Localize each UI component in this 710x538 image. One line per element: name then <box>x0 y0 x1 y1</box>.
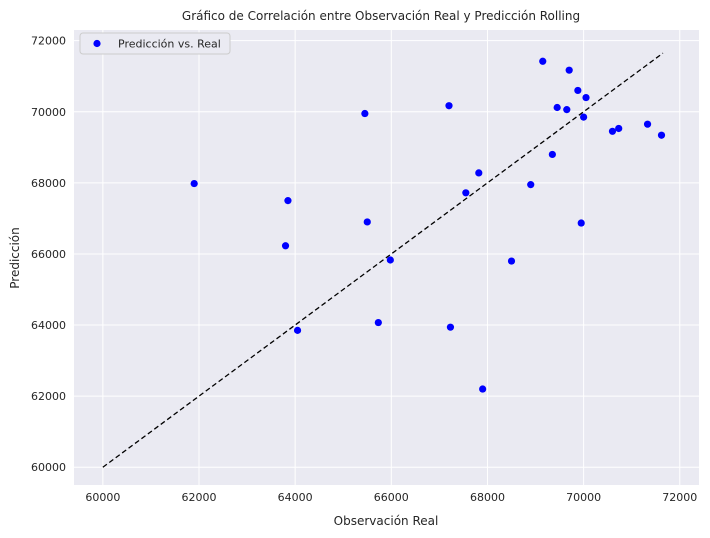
legend: Predicción vs. Real <box>79 32 231 55</box>
data-point <box>363 218 371 226</box>
legend-entry: Predicción vs. Real <box>118 38 221 51</box>
data-point <box>281 242 290 250</box>
y-tick-label: 72000 <box>31 35 66 48</box>
x-tick-label: 70000 <box>566 491 601 504</box>
chart-title: Gráfico de Correlación entre Observación… <box>182 9 580 23</box>
x-gridlines <box>102 30 681 485</box>
x-axis-label: Observación Real <box>334 514 439 528</box>
x-tick-label: 64000 <box>278 491 313 504</box>
data-point <box>553 103 561 112</box>
data-point <box>386 256 394 264</box>
data-point <box>445 102 453 110</box>
data-point <box>190 179 198 188</box>
data-points <box>190 57 666 393</box>
data-point <box>374 318 382 327</box>
data-point <box>574 86 582 95</box>
y-tick-label: 66000 <box>31 248 66 261</box>
y-axis-label: Predicción <box>8 227 22 289</box>
legend-marker <box>93 39 101 48</box>
legend-box <box>79 32 231 55</box>
y-tick-label: 68000 <box>31 177 66 190</box>
x-tick-label: 62000 <box>182 491 217 504</box>
reference-line <box>102 52 664 468</box>
data-point <box>479 385 487 393</box>
data-point <box>361 109 369 118</box>
data-point <box>580 113 588 121</box>
y-tick-label: 60000 <box>31 461 66 474</box>
data-point <box>446 323 455 331</box>
data-point <box>582 93 590 102</box>
data-point <box>539 57 547 65</box>
data-point <box>577 219 585 227</box>
y-tick-label: 70000 <box>31 106 66 119</box>
x-tick-label: 72000 <box>662 491 697 504</box>
data-point <box>475 169 483 177</box>
data-point <box>462 189 470 197</box>
y-tick-label: 64000 <box>31 319 66 332</box>
x-tick-label: 60000 <box>85 491 120 504</box>
y-tick-labels: 60000 62000 64000 66000 68000 70000 72000 <box>31 35 66 475</box>
data-point <box>507 257 516 265</box>
x-tick-label: 66000 <box>374 491 409 504</box>
x-tick-labels: 60000 62000 64000 66000 68000 70000 72000 <box>85 491 697 504</box>
data-point <box>293 326 302 334</box>
data-point <box>608 127 617 135</box>
y-tick-label: 62000 <box>31 390 66 403</box>
y-gridlines <box>74 40 699 468</box>
x-tick-label: 68000 <box>470 491 505 504</box>
data-point <box>548 150 556 159</box>
data-point <box>643 120 652 128</box>
data-point <box>527 181 535 189</box>
data-point <box>563 106 571 114</box>
data-point <box>284 197 292 205</box>
data-point <box>615 124 623 133</box>
data-point <box>657 131 666 139</box>
data-point <box>565 66 573 74</box>
